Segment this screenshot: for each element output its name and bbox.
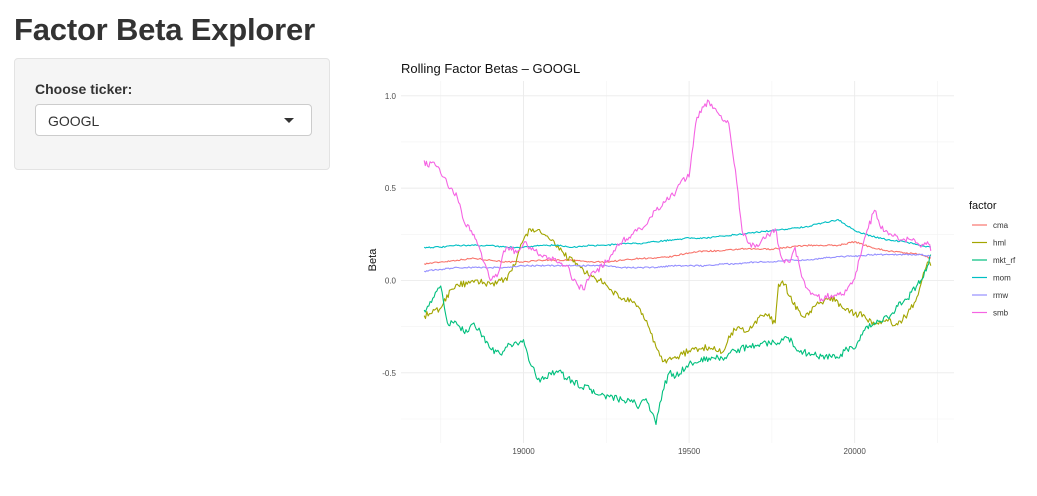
factor-beta-chart: Rolling Factor Betas – GOOGL Beta 1.0 0.5… bbox=[367, 61, 1016, 456]
y-tick-label: 1.0 bbox=[385, 92, 397, 101]
ticker-select[interactable]: GOOGL bbox=[35, 104, 312, 136]
legend-label-mkt_rf: mkt_rf bbox=[993, 256, 1016, 265]
legend-label-mom: mom bbox=[993, 274, 1011, 283]
ticker-selected-value: GOOGL bbox=[48, 113, 100, 129]
sidebar-panel: Choose ticker: GOOGL bbox=[14, 58, 330, 170]
series-line-mom bbox=[423, 218, 931, 249]
y-tick-label: 0.0 bbox=[385, 276, 397, 285]
legend-label-cma: cma bbox=[993, 221, 1009, 230]
series-line-mkt_rf bbox=[423, 254, 932, 426]
series-layer bbox=[423, 99, 932, 426]
series-line-cma bbox=[423, 241, 932, 265]
x-tick-label: 19500 bbox=[678, 447, 701, 456]
tick-layer: 1.0 0.5 0.0 -0.5 19000 19500 20000 bbox=[382, 92, 866, 456]
chevron-down-icon bbox=[284, 118, 294, 123]
x-tick-label: 20000 bbox=[844, 447, 867, 456]
legend-label-hml: hml bbox=[993, 239, 1006, 248]
app-title: Factor Beta Explorer bbox=[14, 12, 315, 47]
legend-label-rmw: rmw bbox=[993, 291, 1008, 300]
series-line-rmw bbox=[423, 253, 931, 273]
y-tick-label: -0.5 bbox=[382, 369, 396, 378]
y-axis-label: Beta bbox=[367, 248, 379, 272]
series-line-smb bbox=[423, 99, 932, 302]
x-tick-label: 19000 bbox=[512, 447, 535, 456]
series-line-hml bbox=[423, 228, 932, 364]
legend-title: factor bbox=[969, 200, 997, 212]
ticker-label: Choose ticker: bbox=[35, 81, 133, 97]
chart-title: Rolling Factor Betas – GOOGL bbox=[401, 61, 580, 76]
legend-label-smb: smb bbox=[993, 309, 1009, 318]
y-tick-label: 0.5 bbox=[385, 184, 397, 193]
